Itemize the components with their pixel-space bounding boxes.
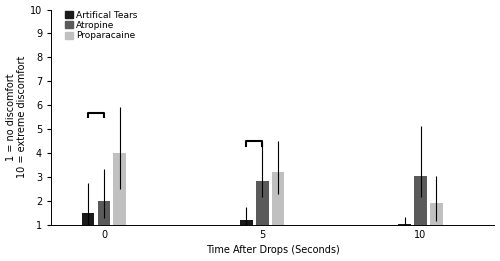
Legend: Artifical Tears, Atropine, Proparacaine: Artifical Tears, Atropine, Proparacaine: [64, 10, 138, 41]
Y-axis label: 1 = no discomfort
10 = extreme discomfort: 1 = no discomfort 10 = extreme discomfor…: [6, 56, 27, 179]
Bar: [430, 204, 442, 225]
Bar: [398, 224, 411, 225]
Bar: [240, 220, 253, 225]
Bar: [414, 176, 427, 225]
Bar: [114, 153, 126, 225]
Bar: [272, 172, 284, 225]
Bar: [82, 213, 94, 225]
Bar: [98, 201, 110, 225]
Bar: [256, 181, 268, 225]
X-axis label: Time After Drops (Seconds): Time After Drops (Seconds): [206, 245, 340, 256]
